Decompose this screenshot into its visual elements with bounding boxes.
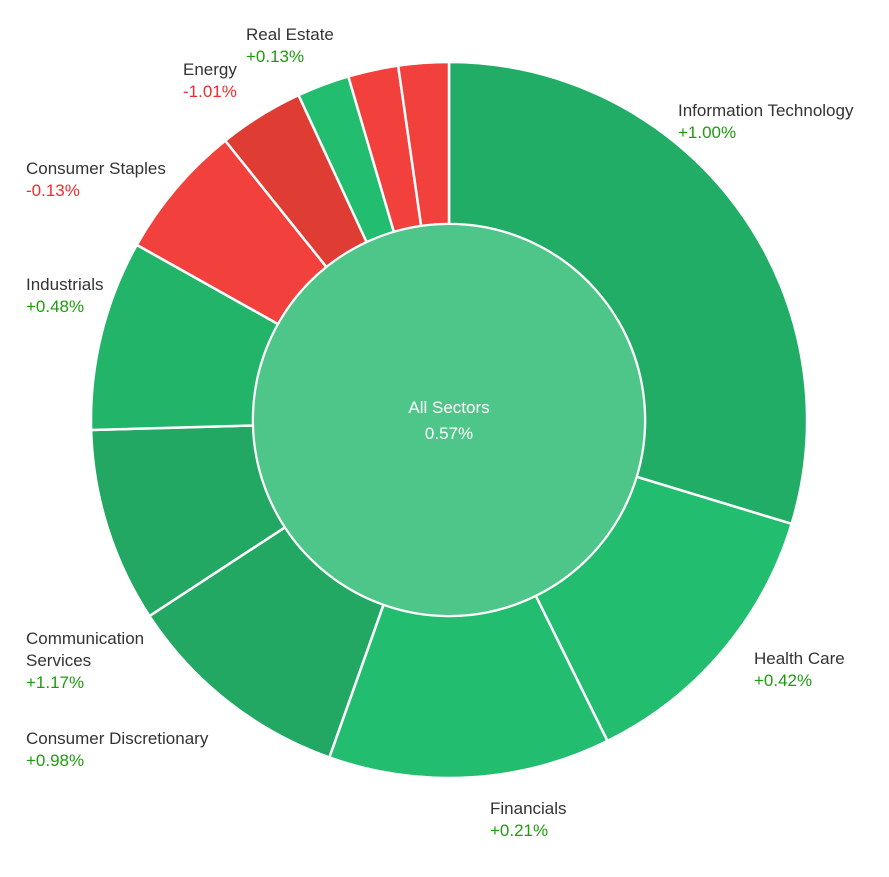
center-disc[interactable]: [252, 223, 646, 617]
center-title: All Sectors: [408, 398, 489, 417]
sector-change: +0.42%: [754, 671, 812, 690]
sector-name: Information Technology: [678, 101, 854, 120]
sector-name: Consumer Discretionary: [26, 729, 209, 748]
sector-name: Energy: [183, 60, 237, 79]
sector-label-real-estate: Real Estate +0.13%: [246, 25, 334, 66]
sector-name: Consumer Staples: [26, 159, 166, 178]
sector-label-health-care: Health Care +0.42%: [754, 649, 845, 690]
center-value: 0.57%: [425, 424, 473, 443]
sector-name: Real Estate: [246, 25, 334, 44]
sector-label-financials: Financials +0.21%: [490, 799, 567, 840]
sector-change: +0.48%: [26, 297, 84, 316]
sector-label-consumer-staples: Consumer Staples -0.13%: [26, 159, 166, 200]
sector-change: +0.21%: [490, 821, 548, 840]
sector-label-information-technology: Information Technology +1.00%: [678, 101, 854, 142]
sector-label-communication-services: Communication Services +1.17%: [26, 629, 144, 692]
sector-labels: Information Technology +1.00% Health Care +…: [26, 25, 854, 840]
sector-label-consumer-discretionary: Consumer Discretionary +0.98%: [26, 729, 209, 770]
sector-change: +0.13%: [246, 47, 304, 66]
sector-change: -0.13%: [26, 181, 80, 200]
sector-change: +1.00%: [678, 123, 736, 142]
sector-name: Financials: [490, 799, 567, 818]
sector-ring: [89, 60, 809, 780]
sector-change: +1.17%: [26, 673, 84, 692]
sector-change: -1.01%: [183, 82, 237, 101]
sector-change: +0.98%: [26, 751, 84, 770]
sector-name-line: Services: [26, 651, 91, 670]
sector-name-line: Communication: [26, 629, 144, 648]
sector-name: Health Care: [754, 649, 845, 668]
sector-label-energy: Energy -1.01%: [183, 60, 237, 101]
sector-name: Industrials: [26, 275, 103, 294]
sector-label-industrials: Industrials +0.48%: [26, 275, 103, 316]
